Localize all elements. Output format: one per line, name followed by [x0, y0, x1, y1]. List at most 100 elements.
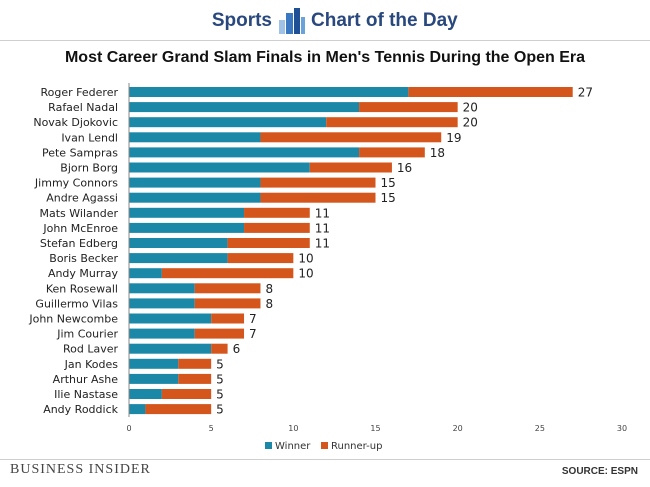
bar-runner-up	[359, 147, 425, 158]
category-label: Mats Wilander	[39, 207, 118, 220]
total-label: 15	[381, 176, 396, 190]
total-label: 10	[298, 267, 313, 281]
category-label: Novak Djokovic	[33, 116, 118, 129]
bar-winner	[129, 343, 212, 354]
total-label: 7	[249, 312, 257, 326]
category-label: Jim Courier	[56, 328, 118, 341]
total-label: 6	[233, 342, 241, 356]
x-tick-label: 15	[370, 424, 380, 433]
category-label: Arthur Ashe	[53, 373, 119, 386]
category-label: Andy Murray	[48, 267, 119, 280]
bar-runner-up	[260, 177, 376, 188]
bar-runner-up	[178, 373, 212, 384]
category-label: Bjorn Borg	[60, 162, 118, 175]
total-label: 8	[265, 297, 273, 311]
source-note: SOURCE: ESPN	[561, 466, 638, 477]
bar-winner	[129, 102, 360, 113]
bar-winner	[129, 298, 195, 309]
total-label: 20	[463, 101, 478, 115]
header-sports-label: Sports	[211, 10, 272, 31]
header-divider	[0, 40, 650, 41]
category-label: Ilie Nastase	[54, 388, 118, 401]
category-label: Rafael Nadal	[48, 101, 118, 114]
bar-runner-up	[194, 283, 261, 294]
bar-runner-up	[260, 132, 442, 143]
bar-runner-up	[244, 207, 310, 218]
footer-divider	[0, 459, 650, 460]
bar-winner	[129, 117, 327, 128]
total-label: 11	[315, 206, 330, 220]
category-label: Boris Becker	[49, 252, 118, 265]
bar-runner-up	[161, 389, 212, 399]
bar-runner-up	[326, 117, 458, 128]
x-tick-label: 5	[209, 424, 214, 433]
x-tick-label: 10	[288, 424, 298, 433]
bar-winner	[129, 192, 261, 203]
category-label: Rod Laver	[63, 343, 119, 356]
total-label: 11	[315, 237, 330, 251]
category-label: Andy Roddick	[43, 403, 118, 416]
bar-winner	[129, 328, 195, 339]
bar-runner-up	[145, 404, 212, 415]
bar-winner	[129, 87, 409, 97]
x-tick-label: 20	[453, 424, 463, 433]
bar-runner-up	[194, 328, 245, 339]
bar-runner-up	[309, 162, 392, 173]
bar-winner	[129, 404, 146, 415]
bar-winner	[129, 268, 162, 279]
category-label: Ken Rosewall	[46, 282, 118, 295]
bar-winner	[129, 358, 179, 369]
bar-winner	[129, 238, 228, 248]
total-label: 15	[381, 191, 396, 205]
x-tick-label: 25	[535, 424, 545, 433]
bar-winner	[129, 177, 261, 188]
bar-winner	[129, 283, 195, 294]
bar-runner-up	[211, 313, 245, 324]
chart-title: Most Career Grand Slam Finals in Men's T…	[64, 49, 586, 66]
total-label: 7	[249, 327, 257, 341]
total-label: 20	[463, 116, 478, 130]
bar-runner-up	[244, 222, 310, 233]
category-label: John McEnroe	[42, 222, 118, 235]
brand-logo: BUSINESS INSIDER	[10, 462, 151, 477]
total-label: 5	[216, 403, 224, 417]
legend-label-runner-up: Runner-up	[331, 441, 382, 452]
total-label: 8	[265, 282, 273, 296]
bar-runner-up	[359, 102, 458, 113]
x-tick-label: 0	[126, 424, 131, 433]
legend-swatch-winner	[265, 442, 272, 449]
x-tick-label: 30	[617, 424, 627, 433]
bar-winner	[129, 147, 360, 158]
header-chart-of-the-day-label: Chart of the Day	[311, 10, 458, 31]
bar-runner-up	[211, 343, 228, 354]
category-label: Guillermo Vilas	[35, 297, 118, 310]
total-label: 5	[216, 388, 224, 402]
category-label: Pete Sampras	[42, 146, 118, 159]
total-label: 16	[397, 161, 412, 175]
category-label: Andre Agassi	[46, 192, 118, 205]
bar-winner	[129, 132, 261, 143]
bar-winner	[129, 313, 212, 324]
total-label: 18	[430, 146, 445, 160]
bar-chart-icon	[279, 8, 305, 34]
category-label: John Newcombe	[28, 313, 118, 326]
category-label: Jimmy Connors	[34, 177, 118, 190]
bar-winner	[129, 222, 245, 233]
total-label: 27	[578, 86, 593, 100]
total-label: 11	[315, 221, 330, 235]
bar-winner	[129, 253, 228, 264]
bar-runner-up	[161, 268, 294, 279]
bar-runner-up	[408, 87, 573, 97]
bar-winner	[129, 389, 162, 399]
total-label: 19	[446, 131, 461, 145]
bar-runner-up	[227, 253, 294, 264]
bar-runner-up	[260, 192, 376, 203]
total-label: 10	[298, 252, 313, 266]
bar-runner-up	[194, 298, 261, 309]
category-label: Roger Federer	[41, 86, 119, 99]
bar-winner	[129, 162, 310, 173]
legend-swatch-runner-up	[321, 442, 328, 449]
total-label: 5	[216, 372, 224, 386]
category-label: Jan Kodes	[64, 358, 119, 371]
